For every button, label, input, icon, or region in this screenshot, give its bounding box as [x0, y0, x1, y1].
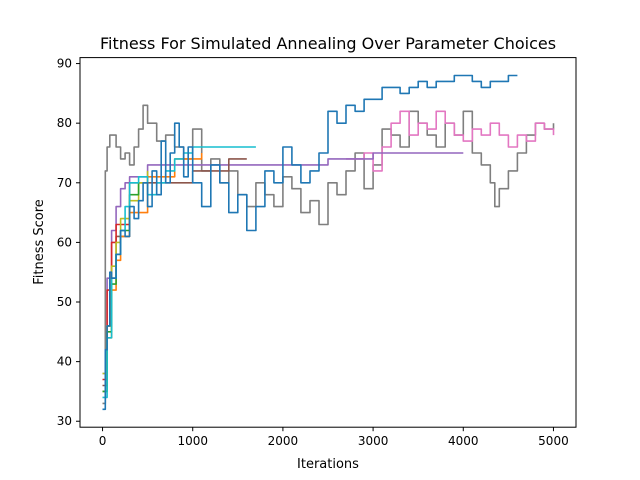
- x-tick-label-5: 5000: [538, 434, 569, 448]
- y-tick-label-3: 60: [57, 235, 72, 249]
- chart-title: Fitness For Simulated Annealing Over Par…: [100, 34, 556, 53]
- x-axis: 0 1000 2000 3000 4000 5000: [99, 427, 569, 448]
- series-line-1: [346, 110, 555, 172]
- y-axis-label: Fitness Score: [32, 199, 47, 285]
- series-line-2: [102, 152, 464, 375]
- x-tick-label-1: 1000: [177, 434, 208, 448]
- x-tick-label-2: 2000: [268, 434, 299, 448]
- x-tick-label-0: 0: [99, 434, 107, 448]
- y-tick-label-2: 50: [57, 295, 72, 309]
- x-tick-label-3: 3000: [358, 434, 389, 448]
- y-tick-label-5: 80: [57, 116, 72, 130]
- x-tick-label-4: 4000: [448, 434, 479, 448]
- y-tick-label-0: 30: [57, 414, 72, 428]
- y-tick-label-1: 40: [57, 355, 72, 369]
- x-axis-label: Iterations: [297, 457, 359, 472]
- series-line-3: [102, 158, 247, 387]
- plot-series: [102, 74, 555, 411]
- series-line-9: [102, 74, 518, 411]
- y-tick-label-4: 70: [57, 176, 72, 190]
- series-line-0: [102, 104, 555, 405]
- y-tick-label-6: 90: [57, 57, 72, 71]
- series-line-7: [102, 182, 140, 393]
- y-axis: 30 40 50 60 70 80 90: [57, 57, 80, 428]
